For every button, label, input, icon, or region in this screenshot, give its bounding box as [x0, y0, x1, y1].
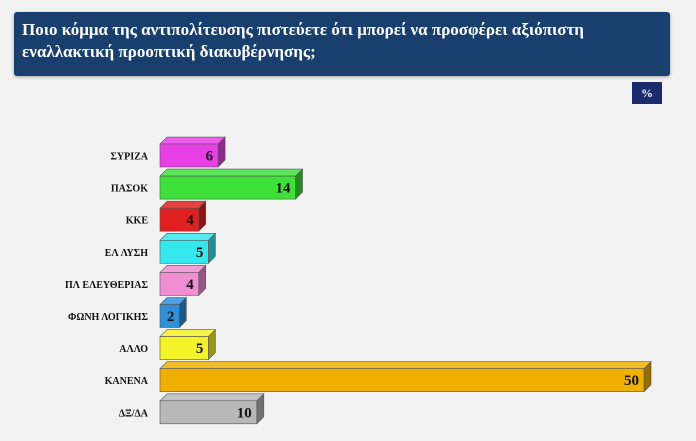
bar — [159, 368, 645, 393]
bar-group: ΔΞ/ΔΑ 10 — [119, 393, 265, 425]
bar — [159, 272, 200, 296]
value-label: 5 — [196, 341, 204, 357]
bar-top-face — [159, 265, 207, 273]
bar-top-face — [159, 329, 217, 337]
category-label: ΠΛ ΕΛΕΥΘΕΡΙΑΣ — [65, 280, 148, 291]
bar-top-face — [159, 168, 304, 177]
bar-group: ΑΛΛΟ 5 — [119, 328, 217, 361]
bar-top-face — [159, 393, 265, 402]
bar — [159, 304, 180, 328]
bar-top-face — [159, 200, 207, 209]
bar-top-face — [159, 361, 652, 370]
bar-group: ΦΩΝΗ ΛΟΓΙΚΗΣ 2 — [68, 296, 188, 329]
category-label: ΑΛΛΟ — [119, 344, 148, 355]
bar-group: ΚΚΕ 4 — [126, 200, 207, 232]
value-label: 50 — [624, 373, 639, 389]
bar-top-face — [159, 233, 217, 241]
bar-group: ΣΥΡΙΖΑ 6 — [110, 136, 226, 168]
bar-group: ΠΑΣΟΚ 14 — [111, 168, 304, 200]
category-label: ΔΞ/ΔΑ — [119, 408, 149, 419]
bar — [159, 400, 258, 425]
value-label: 10 — [237, 405, 252, 421]
chart-title: Ποιο κόμμα της αντιπολίτευσης πιστεύετε … — [22, 20, 584, 61]
bar — [159, 143, 219, 168]
bar-group: ΚΑΝΕΝΑ 50 — [105, 360, 652, 393]
value-label: 2 — [167, 309, 175, 325]
title-banner: Ποιο κόμμα της αντιπολίτευσης πιστεύετε … — [14, 12, 670, 76]
bar — [159, 207, 200, 232]
value-label: 4 — [186, 277, 194, 293]
bar — [159, 240, 209, 264]
unit-badge: % — [632, 82, 662, 104]
bar-group: ΠΛ ΕΛΕΥΘΕΡΙΑΣ 4 — [65, 264, 207, 297]
bar-group: ΕΛ ΛΥΣΗ 5 — [105, 232, 217, 265]
category-label: ΚΑΝΕΝΑ — [105, 376, 149, 387]
value-label: 6 — [206, 149, 214, 165]
category-label: ΕΛ ΛΥΣΗ — [105, 248, 148, 259]
value-label: 5 — [196, 245, 204, 261]
bar-top-face — [159, 136, 226, 145]
category-label: ΠΑΣΟΚ — [111, 184, 148, 195]
category-label: ΚΚΕ — [126, 216, 149, 227]
category-label: ΦΩΝΗ ΛΟΓΙΚΗΣ — [68, 312, 148, 323]
value-label: 14 — [276, 181, 292, 197]
value-label: 4 — [186, 213, 194, 229]
bar — [159, 175, 296, 200]
category-label: ΣΥΡΙΖΑ — [110, 152, 148, 163]
bar — [159, 336, 209, 360]
